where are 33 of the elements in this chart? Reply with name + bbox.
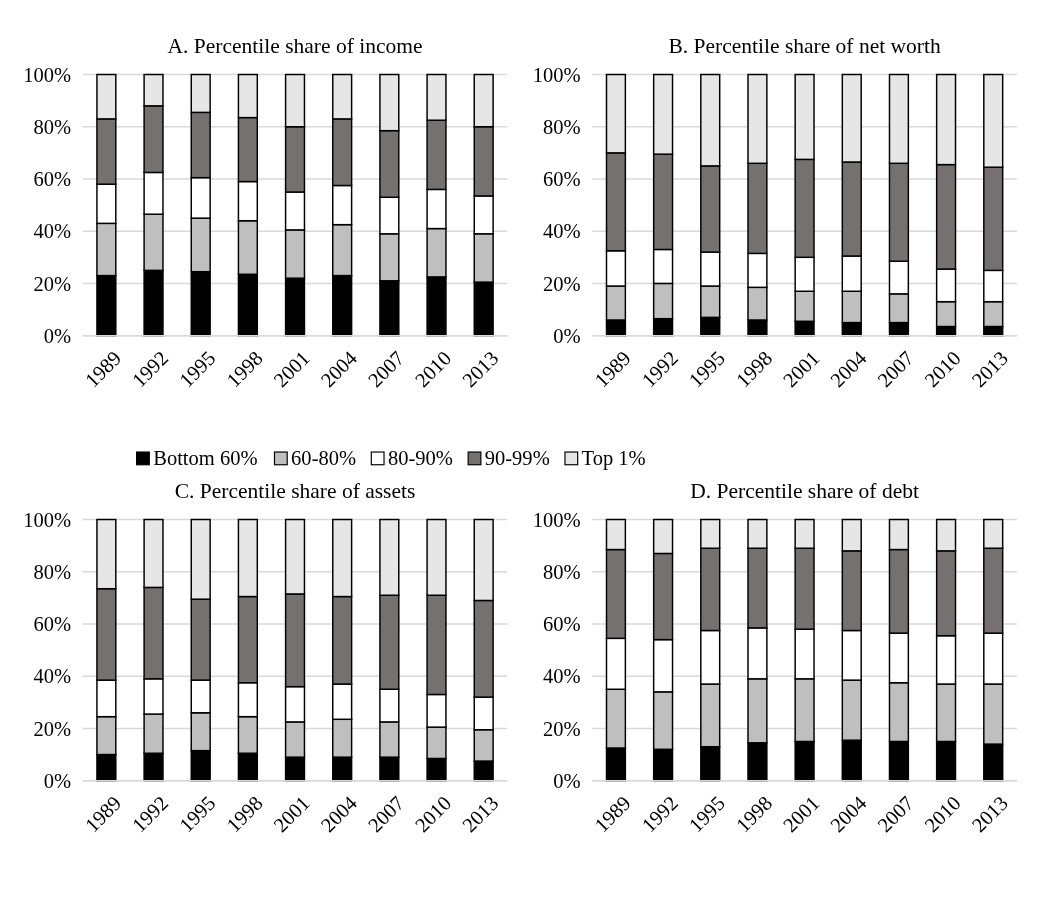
legend-label: 90-99% xyxy=(484,446,550,469)
y-tick-label: 20% xyxy=(543,717,581,740)
y-tick-label: 80% xyxy=(543,560,581,583)
y-tick-label: 0% xyxy=(43,324,72,347)
legend-label: 60-80% xyxy=(291,446,357,469)
y-tick-label: 60% xyxy=(543,168,581,191)
y-tick-label: 40% xyxy=(543,220,581,243)
y-tick-label: 60% xyxy=(33,168,72,191)
y-tick-label: 20% xyxy=(543,272,581,295)
chart-title: B. Percentile share of net worth xyxy=(668,33,941,58)
y-tick-label: 40% xyxy=(33,665,72,688)
y-tick-label: 60% xyxy=(33,613,72,636)
y-tick-label: 80% xyxy=(33,560,72,583)
y-tick-label: 80% xyxy=(33,115,72,138)
y-tick-label: 40% xyxy=(33,220,72,243)
y-tick-label: 0% xyxy=(43,769,72,792)
y-tick-label: 100% xyxy=(532,508,581,531)
y-tick-label: 20% xyxy=(33,717,72,740)
y-tick-label: 20% xyxy=(33,272,72,295)
chart-title: C. Percentile share of assets xyxy=(174,479,416,503)
legend-label: Bottom 60% xyxy=(153,446,258,469)
y-tick-label: 40% xyxy=(543,665,581,688)
legend-label: Top 1% xyxy=(581,446,646,470)
y-tick-label: 100% xyxy=(23,63,72,86)
y-tick-label: 80% xyxy=(543,115,581,138)
y-tick-label: 100% xyxy=(532,63,581,86)
y-tick-label: 0% xyxy=(553,769,581,792)
chart-title: A. Percentile share of income xyxy=(167,33,423,58)
y-tick-label: 0% xyxy=(553,324,581,347)
y-tick-label: 60% xyxy=(543,613,581,636)
legend-label: 80-90% xyxy=(387,446,453,469)
chart-title: D. Percentile share of debt xyxy=(690,479,919,503)
y-tick-label: 100% xyxy=(23,508,72,531)
